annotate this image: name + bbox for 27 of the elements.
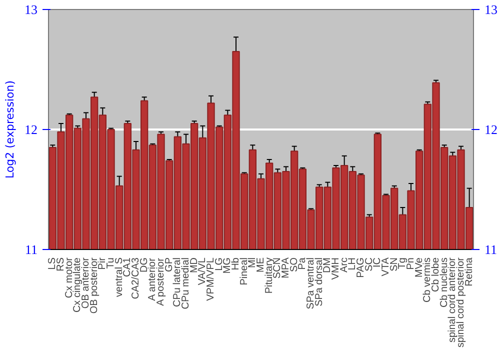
x-tick-label: RS: [56, 257, 66, 272]
x-tick-label: Tu: [106, 257, 116, 269]
x-tick-label: MPA: [280, 257, 292, 278]
x-tick-label: ME: [256, 257, 266, 272]
y-tick-label: 12: [24, 122, 38, 137]
x-tick-label: Retina: [464, 257, 475, 286]
y-axis-title: Log2 (expression): [4, 80, 16, 179]
y2-tick-label: 11: [484, 242, 498, 257]
x-tick-label: Tg: [397, 258, 408, 270]
x-tick-label: OB posterior: [88, 256, 100, 314]
x-tick-label: Pituitary: [264, 258, 275, 294]
x-tick-label: VPM/VPL: [206, 257, 216, 301]
x-tick-label: VTA: [380, 257, 392, 276]
y-tick-label: 11: [24, 242, 38, 257]
y2-tick-label: 12: [484, 122, 498, 137]
x-tick-label: Pn: [406, 257, 416, 270]
x-tick-label: PAG: [356, 257, 366, 278]
x-tick-label: VMH: [330, 257, 342, 280]
x-tick-label: CPu medial: [180, 257, 192, 310]
x-tick-label: spinal cord posterior: [456, 256, 466, 348]
y2-tick-label: 13: [484, 2, 498, 17]
y-tick-label: 13: [24, 2, 38, 17]
x-tick-label: OB anterior: [80, 256, 92, 309]
x-tick-label: CA2/CA3: [130, 257, 142, 300]
x-tick-label: A posterior: [156, 257, 166, 306]
x-tick-label: Hb: [230, 257, 242, 270]
x-tick-label: Cb lobe: [430, 257, 442, 292]
